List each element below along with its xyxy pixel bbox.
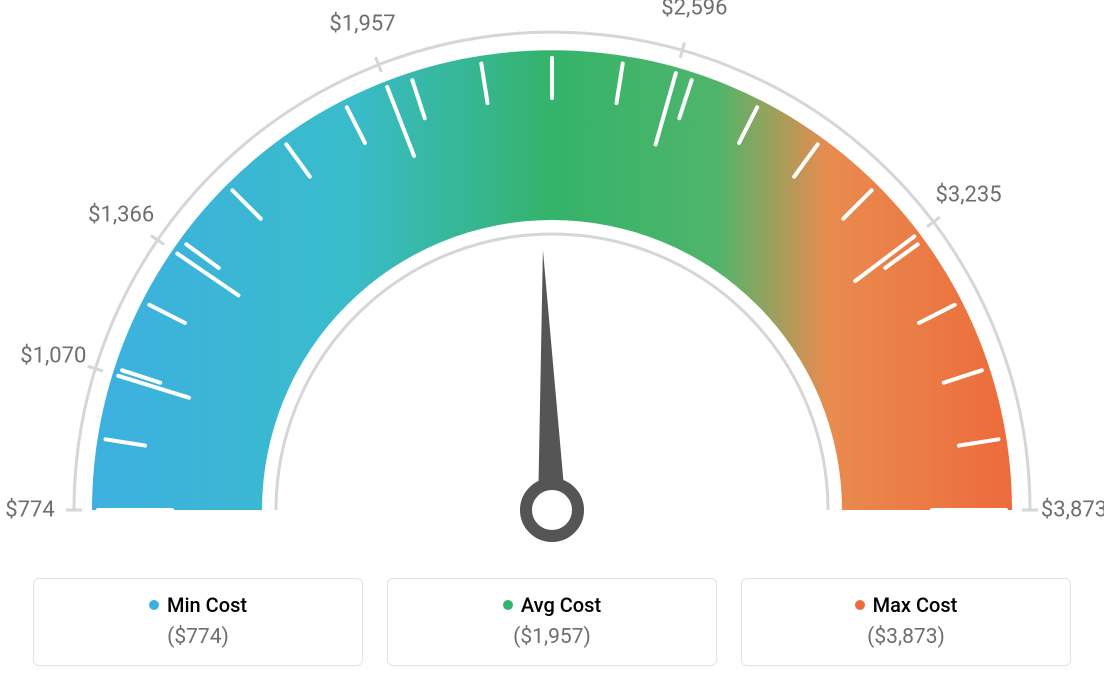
legend-card-min: Min Cost ($774) [33, 578, 363, 666]
legend-title-avg: Avg Cost [503, 593, 601, 617]
legend-title-min: Min Cost [149, 593, 247, 617]
cost-gauge-widget: $774 $1,070 $1,366 $1,957 $2,596 $3,235 $3,873… [0, 0, 1104, 690]
gauge-tick-label: $1,366 [88, 203, 154, 228]
dot-icon [149, 600, 159, 610]
gauge-tick-label: $1,957 [329, 11, 395, 36]
gauge-tick-label: $774 [5, 498, 54, 523]
legend-card-avg: Avg Cost ($1,957) [387, 578, 717, 666]
gauge-svg [0, 0, 1104, 560]
legend-value: ($1,957) [404, 625, 700, 649]
legend-value: ($774) [50, 625, 346, 649]
legend: Min Cost ($774) Avg Cost ($1,957) Max Co… [0, 578, 1104, 666]
legend-card-max: Max Cost ($3,873) [741, 578, 1071, 666]
gauge-area: $774 $1,070 $1,366 $1,957 $2,596 $3,235 $3,873 [0, 0, 1104, 560]
gauge-tick-label: $1,070 [20, 343, 86, 368]
legend-title-max: Max Cost [855, 593, 958, 617]
legend-value: ($3,873) [758, 625, 1054, 649]
gauge-tick-label: $2,596 [661, 0, 727, 20]
legend-label: Min Cost [167, 593, 247, 617]
gauge-tick-label: $3,873 [1041, 498, 1104, 523]
dot-icon [503, 600, 513, 610]
gauge-tick-label: $3,235 [935, 183, 1001, 208]
legend-label: Max Cost [873, 593, 958, 617]
legend-label: Avg Cost [521, 593, 601, 617]
dot-icon [855, 600, 865, 610]
